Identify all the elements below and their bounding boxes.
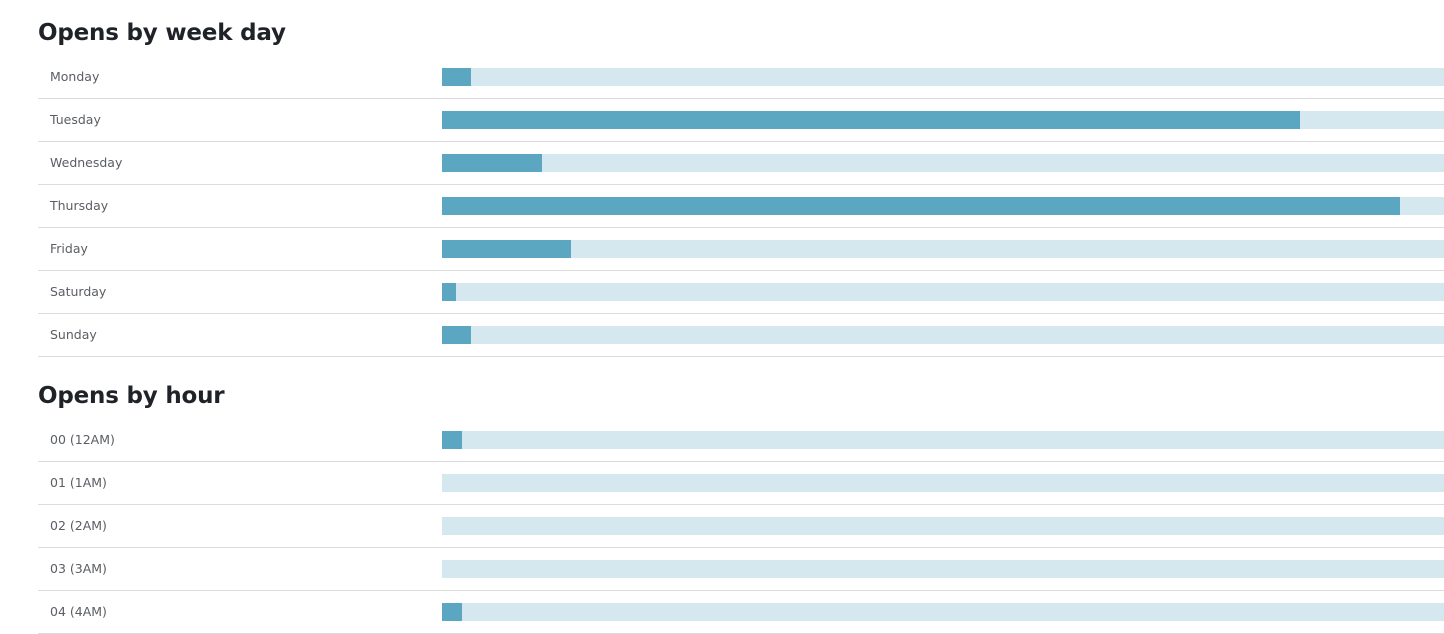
hour-title: Opens by hour <box>38 383 225 409</box>
weekday-bar <box>442 240 571 258</box>
hour-bar-track <box>442 431 1444 449</box>
weekday-bar <box>442 154 542 172</box>
weekday-bar <box>442 326 471 344</box>
hour-bar <box>442 603 462 621</box>
hour-bar-track <box>442 603 1444 621</box>
weekday-bar <box>442 283 456 301</box>
hour-label: 01 (1AM) <box>50 475 107 490</box>
hour-label: 03 (3AM) <box>50 561 107 576</box>
weekday-label: Thursday <box>50 198 109 213</box>
weekday-label: Sunday <box>50 327 97 342</box>
weekday-bar-track <box>442 154 1444 172</box>
weekday-section: Opens by week day Monday Tuesday Wednesday… <box>38 18 1444 357</box>
weekday-label: Tuesday <box>50 112 101 127</box>
weekday-bar-track <box>442 240 1444 258</box>
weekday-row: Monday <box>38 56 1444 99</box>
hour-section: Opens by hour 00 (12AM) 01 (1AM) 02 (2AM) 0… <box>38 381 1444 634</box>
weekday-bar <box>442 197 1400 215</box>
hour-row: 00 (12AM) <box>38 419 1444 462</box>
weekday-bar-track <box>442 68 1444 86</box>
weekday-bar-track <box>442 197 1444 215</box>
weekday-bar <box>442 111 1300 129</box>
hour-bar-track <box>442 560 1444 578</box>
hour-label: 00 (12AM) <box>50 432 115 447</box>
hour-row: 03 (3AM) <box>38 548 1444 591</box>
weekday-row: Wednesday <box>38 142 1444 185</box>
hour-row: 02 (2AM) <box>38 505 1444 548</box>
weekday-title: Opens by week day <box>38 20 286 46</box>
weekday-bar-track <box>442 111 1444 129</box>
hour-bar-track <box>442 517 1444 535</box>
weekday-bar-track <box>442 283 1444 301</box>
weekday-row: Tuesday <box>38 99 1444 142</box>
hour-row: 01 (1AM) <box>38 462 1444 505</box>
hour-label: 04 (4AM) <box>50 604 107 619</box>
hour-bar-list: 00 (12AM) 01 (1AM) 02 (2AM) 03 (3AM) 04 (4AM… <box>38 419 1444 634</box>
weekday-row: Saturday <box>38 271 1444 314</box>
weekday-label: Saturday <box>50 284 107 299</box>
weekday-label: Wednesday <box>50 155 123 170</box>
hour-bar-track <box>442 474 1444 492</box>
weekday-row: Sunday <box>38 314 1444 357</box>
weekday-bar-list: Monday Tuesday Wednesday Thursday Friday Satu… <box>38 56 1444 357</box>
weekday-row: Friday <box>38 228 1444 271</box>
hour-bar <box>442 431 462 449</box>
hour-label: 02 (2AM) <box>50 518 107 533</box>
weekday-label: Friday <box>50 241 88 256</box>
hour-row: 04 (4AM) <box>38 591 1444 634</box>
weekday-bar <box>442 68 471 86</box>
weekday-row: Thursday <box>38 185 1444 228</box>
weekday-bar-track <box>442 326 1444 344</box>
weekday-label: Monday <box>50 69 100 84</box>
